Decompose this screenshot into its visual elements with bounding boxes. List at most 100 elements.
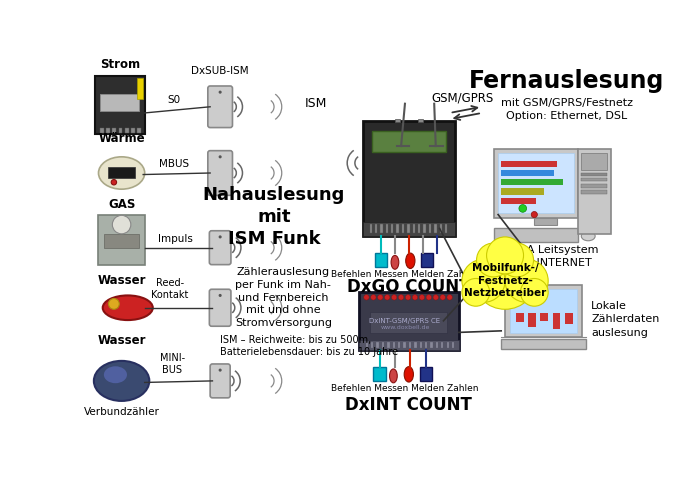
- FancyBboxPatch shape: [501, 198, 536, 204]
- Circle shape: [218, 235, 222, 239]
- Circle shape: [505, 259, 548, 303]
- FancyBboxPatch shape: [370, 311, 447, 333]
- Text: Wärme: Wärme: [98, 132, 145, 145]
- FancyBboxPatch shape: [434, 224, 437, 233]
- Circle shape: [462, 259, 505, 303]
- FancyBboxPatch shape: [363, 121, 455, 236]
- FancyBboxPatch shape: [540, 313, 548, 321]
- FancyBboxPatch shape: [501, 179, 563, 185]
- Circle shape: [108, 299, 119, 309]
- FancyBboxPatch shape: [386, 224, 388, 233]
- Ellipse shape: [94, 361, 149, 401]
- FancyBboxPatch shape: [387, 342, 389, 348]
- Text: Reed-
Kontakt: Reed- Kontakt: [151, 278, 189, 300]
- FancyBboxPatch shape: [501, 188, 543, 194]
- Text: Verbundzähler: Verbundzähler: [84, 407, 160, 417]
- FancyBboxPatch shape: [371, 342, 373, 348]
- FancyBboxPatch shape: [396, 224, 399, 233]
- Text: GAS: GAS: [108, 198, 135, 211]
- FancyBboxPatch shape: [414, 342, 416, 348]
- FancyBboxPatch shape: [421, 253, 433, 267]
- FancyBboxPatch shape: [391, 224, 393, 233]
- Circle shape: [473, 245, 538, 309]
- FancyBboxPatch shape: [445, 224, 447, 233]
- Text: Mobilfunk-/
Festnetz-
Netzbetreiber: Mobilfunk-/ Festnetz- Netzbetreiber: [464, 263, 546, 298]
- Ellipse shape: [406, 253, 415, 269]
- FancyBboxPatch shape: [553, 313, 561, 329]
- FancyBboxPatch shape: [494, 228, 578, 242]
- Text: Strom: Strom: [100, 58, 140, 70]
- FancyBboxPatch shape: [494, 149, 578, 218]
- Circle shape: [218, 369, 222, 371]
- Circle shape: [500, 243, 533, 277]
- FancyBboxPatch shape: [418, 224, 420, 233]
- Circle shape: [111, 180, 117, 185]
- FancyBboxPatch shape: [501, 338, 586, 349]
- FancyBboxPatch shape: [209, 231, 231, 265]
- FancyBboxPatch shape: [429, 224, 431, 233]
- FancyBboxPatch shape: [100, 93, 139, 111]
- Circle shape: [412, 295, 418, 300]
- FancyBboxPatch shape: [430, 342, 433, 348]
- Circle shape: [477, 243, 510, 277]
- FancyBboxPatch shape: [393, 342, 395, 348]
- FancyBboxPatch shape: [413, 224, 415, 233]
- FancyBboxPatch shape: [581, 190, 608, 194]
- FancyBboxPatch shape: [581, 153, 608, 170]
- Circle shape: [433, 295, 438, 300]
- Text: SCADA Leitsystem
SAP / INTERNET: SCADA Leitsystem SAP / INTERNET: [496, 246, 598, 268]
- FancyBboxPatch shape: [106, 128, 110, 133]
- FancyBboxPatch shape: [501, 161, 556, 167]
- FancyBboxPatch shape: [402, 224, 404, 233]
- Circle shape: [462, 278, 490, 306]
- FancyBboxPatch shape: [137, 78, 144, 99]
- FancyBboxPatch shape: [363, 222, 455, 236]
- FancyBboxPatch shape: [358, 292, 459, 350]
- FancyBboxPatch shape: [581, 184, 608, 187]
- Text: Impuls: Impuls: [158, 234, 193, 244]
- FancyBboxPatch shape: [498, 153, 573, 213]
- FancyBboxPatch shape: [425, 342, 427, 348]
- Text: Befehlen Messen Melden Zahlen: Befehlen Messen Melden Zahlen: [331, 384, 479, 393]
- FancyBboxPatch shape: [137, 128, 141, 133]
- FancyBboxPatch shape: [581, 178, 608, 182]
- Text: Fernauslesung: Fernauslesung: [469, 68, 664, 92]
- FancyBboxPatch shape: [208, 86, 232, 127]
- Circle shape: [419, 295, 425, 300]
- Circle shape: [520, 278, 548, 306]
- FancyBboxPatch shape: [578, 149, 610, 234]
- FancyBboxPatch shape: [125, 128, 129, 133]
- Ellipse shape: [404, 367, 414, 382]
- Circle shape: [440, 295, 445, 300]
- FancyBboxPatch shape: [407, 224, 410, 233]
- FancyBboxPatch shape: [510, 288, 578, 333]
- Circle shape: [519, 205, 526, 212]
- FancyBboxPatch shape: [375, 224, 377, 233]
- FancyBboxPatch shape: [95, 76, 145, 134]
- Text: Nahauslesung
mit
ISM Funk: Nahauslesung mit ISM Funk: [203, 186, 345, 248]
- Circle shape: [218, 155, 222, 158]
- FancyBboxPatch shape: [377, 342, 379, 348]
- FancyBboxPatch shape: [370, 224, 372, 233]
- Ellipse shape: [104, 366, 127, 383]
- FancyBboxPatch shape: [382, 342, 384, 348]
- FancyBboxPatch shape: [112, 128, 116, 133]
- FancyBboxPatch shape: [435, 342, 438, 348]
- Ellipse shape: [581, 232, 595, 241]
- FancyBboxPatch shape: [501, 170, 554, 176]
- FancyBboxPatch shape: [118, 128, 122, 133]
- FancyBboxPatch shape: [403, 342, 406, 348]
- FancyBboxPatch shape: [375, 253, 387, 267]
- Ellipse shape: [389, 369, 398, 383]
- Ellipse shape: [99, 157, 145, 189]
- FancyBboxPatch shape: [440, 224, 442, 233]
- FancyBboxPatch shape: [104, 234, 139, 247]
- Text: DxINT COUNT: DxINT COUNT: [345, 396, 473, 414]
- Circle shape: [405, 295, 411, 300]
- Circle shape: [447, 295, 452, 300]
- FancyBboxPatch shape: [373, 367, 386, 380]
- Circle shape: [384, 295, 390, 300]
- FancyBboxPatch shape: [210, 364, 230, 398]
- FancyBboxPatch shape: [358, 340, 459, 350]
- Text: Lokale
Zählerdaten
auslesung: Lokale Zählerdaten auslesung: [592, 301, 659, 338]
